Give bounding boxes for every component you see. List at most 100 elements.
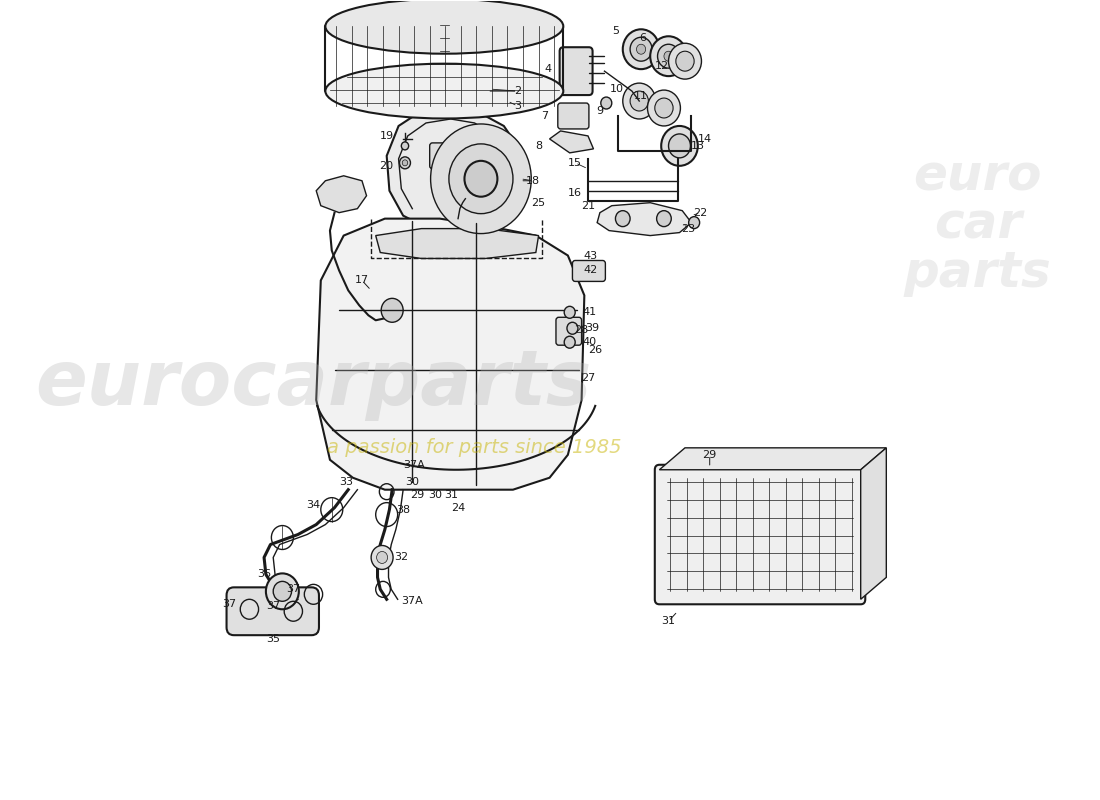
Circle shape (382, 298, 404, 322)
Circle shape (657, 210, 671, 226)
Text: 23: 23 (682, 223, 695, 234)
Text: 19: 19 (379, 131, 394, 141)
Circle shape (661, 126, 697, 166)
Polygon shape (659, 448, 887, 470)
Text: 34: 34 (307, 500, 320, 510)
FancyBboxPatch shape (572, 261, 605, 282)
Text: 42: 42 (584, 266, 598, 275)
Text: 41: 41 (583, 307, 597, 318)
Polygon shape (597, 202, 692, 235)
FancyBboxPatch shape (227, 587, 319, 635)
Circle shape (630, 91, 648, 111)
Text: 43: 43 (584, 250, 597, 261)
Circle shape (675, 51, 694, 71)
Polygon shape (398, 6, 476, 31)
Circle shape (623, 83, 656, 119)
Text: euro
car
parts: euro car parts (904, 153, 1052, 297)
Ellipse shape (326, 64, 563, 118)
Circle shape (449, 144, 513, 214)
Text: 36: 36 (257, 570, 271, 579)
Text: 35: 35 (266, 634, 280, 644)
Polygon shape (316, 218, 584, 490)
Text: 30: 30 (405, 477, 419, 486)
Circle shape (669, 43, 702, 79)
Text: 5: 5 (612, 26, 619, 36)
Text: 29: 29 (410, 490, 424, 500)
Circle shape (566, 322, 578, 334)
Text: 25: 25 (531, 198, 546, 208)
Circle shape (637, 44, 646, 54)
Circle shape (464, 161, 497, 197)
FancyBboxPatch shape (560, 47, 593, 95)
Text: 40: 40 (583, 338, 597, 347)
Text: 20: 20 (379, 161, 394, 171)
Circle shape (658, 44, 680, 68)
Text: 6: 6 (639, 34, 647, 43)
Text: 28: 28 (574, 326, 589, 335)
Circle shape (273, 582, 292, 602)
Text: 15: 15 (569, 158, 582, 168)
Text: 37: 37 (222, 599, 236, 610)
Circle shape (430, 124, 531, 234)
Text: 32: 32 (394, 553, 408, 562)
Text: 38: 38 (396, 505, 410, 514)
Text: 31: 31 (443, 490, 458, 500)
Circle shape (616, 210, 630, 226)
Text: 1: 1 (390, 4, 397, 14)
Polygon shape (426, 222, 453, 241)
Circle shape (403, 160, 408, 166)
Circle shape (399, 157, 410, 169)
Text: 24: 24 (451, 502, 465, 513)
Text: 22: 22 (693, 208, 707, 218)
Circle shape (623, 30, 659, 69)
Text: 17: 17 (355, 275, 368, 286)
Circle shape (630, 38, 652, 61)
Circle shape (654, 98, 673, 118)
Circle shape (500, 97, 507, 105)
Text: 30: 30 (428, 490, 442, 500)
Circle shape (266, 574, 299, 610)
Text: 37A: 37A (402, 596, 424, 606)
Text: 2: 2 (514, 86, 521, 96)
Text: 18: 18 (526, 176, 540, 186)
Text: 29: 29 (703, 450, 717, 460)
Text: 13: 13 (691, 141, 705, 151)
Text: 37: 37 (266, 602, 280, 611)
Circle shape (650, 36, 686, 76)
Text: 14: 14 (698, 134, 712, 144)
FancyBboxPatch shape (558, 103, 589, 129)
Polygon shape (387, 106, 520, 229)
Text: 27: 27 (581, 373, 595, 383)
Circle shape (376, 551, 387, 563)
Polygon shape (316, 176, 366, 213)
Circle shape (689, 217, 700, 229)
Text: 8: 8 (535, 141, 542, 151)
Text: 33: 33 (340, 477, 353, 486)
Text: 3: 3 (514, 101, 521, 111)
Text: 11: 11 (634, 91, 648, 101)
Circle shape (371, 546, 393, 570)
Circle shape (564, 336, 575, 348)
FancyBboxPatch shape (430, 143, 461, 169)
Polygon shape (376, 16, 417, 46)
Circle shape (564, 306, 575, 318)
Text: eurocarparts: eurocarparts (35, 347, 592, 421)
Text: 10: 10 (609, 84, 624, 94)
Text: 9: 9 (596, 106, 604, 116)
Text: 12: 12 (656, 61, 669, 71)
Text: 26: 26 (588, 345, 603, 355)
Text: 37: 37 (286, 584, 300, 594)
Text: 39: 39 (585, 323, 600, 334)
Circle shape (402, 142, 408, 150)
Text: 31: 31 (661, 616, 675, 626)
Circle shape (664, 51, 673, 61)
Circle shape (601, 97, 612, 109)
Circle shape (669, 134, 691, 158)
Text: 37A: 37A (404, 460, 425, 470)
Ellipse shape (326, 0, 563, 54)
Text: 16: 16 (569, 188, 582, 198)
Text: 21: 21 (581, 201, 595, 210)
Text: a passion for parts since 1985: a passion for parts since 1985 (328, 438, 622, 458)
Text: 4: 4 (544, 64, 551, 74)
Text: 7: 7 (541, 111, 549, 121)
